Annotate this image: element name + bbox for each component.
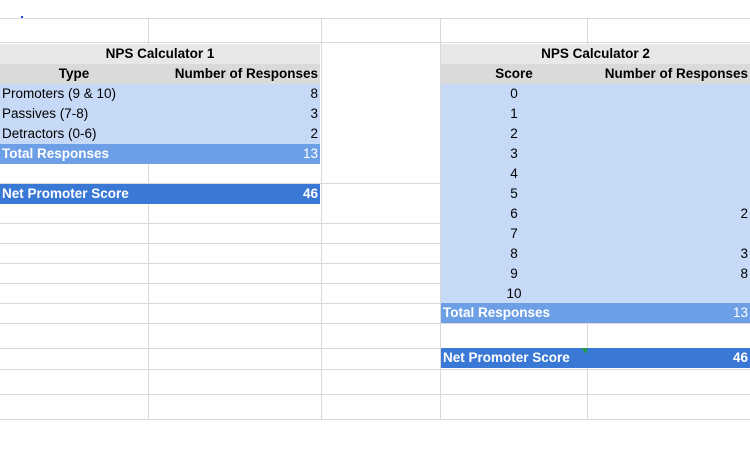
calc2-score-cell[interactable]: 10	[441, 284, 587, 304]
calc2-response-cell[interactable]	[587, 184, 750, 204]
calc1-total-label[interactable]: Total Responses	[0, 144, 148, 164]
grid-hline	[0, 303, 440, 304]
grid-hline	[0, 18, 750, 19]
grid-hline	[0, 223, 440, 224]
calc2-response-cell[interactable]	[587, 224, 750, 244]
grid-hline	[0, 323, 750, 324]
calc2-header-score[interactable]: Score	[441, 64, 587, 84]
calc1-header-responses[interactable]: Number of Responses	[148, 64, 320, 84]
calc1-title[interactable]: NPS Calculator 1	[0, 44, 320, 64]
calc1-nps-value[interactable]: 46	[148, 184, 320, 204]
calc2-response-cell[interactable]	[587, 124, 750, 144]
calc2-score-cell[interactable]: 1	[441, 104, 587, 124]
calc2-score-cell[interactable]: 0	[441, 84, 587, 104]
calc1-total-value[interactable]: 13	[148, 144, 320, 164]
calc1-row-label[interactable]: Passives (7-8)	[0, 104, 148, 124]
calc2-header-responses[interactable]: Number of Responses	[587, 64, 750, 84]
calc1-row-value[interactable]: 3	[148, 104, 320, 124]
grid-hline	[0, 183, 750, 184]
calc2-total-value[interactable]: 13	[587, 303, 750, 323]
grid-hline	[0, 394, 750, 395]
calc2-score-cell[interactable]: 6	[441, 204, 587, 224]
calc2-score-cell[interactable]: 4	[441, 164, 587, 184]
calc2-response-cell[interactable]: 8	[587, 264, 750, 284]
calc2-score-cell[interactable]: 5	[441, 184, 587, 204]
calc2-response-cell[interactable]	[587, 84, 750, 104]
selection-mark	[21, 16, 23, 18]
grid-hline	[0, 283, 440, 284]
grid-hline	[0, 243, 440, 244]
calc1-row-label[interactable]: Detractors (0-6)	[0, 124, 148, 144]
grid-hline	[0, 369, 750, 370]
grid-hline	[0, 263, 440, 264]
calc1-row-label[interactable]: Promoters (9 & 10)	[0, 84, 148, 104]
calc2-score-cell[interactable]: 8	[441, 244, 587, 264]
calc2-score-cell[interactable]: 3	[441, 144, 587, 164]
calc2-response-cell[interactable]	[587, 284, 750, 304]
grid-hline	[0, 348, 750, 349]
calc1-header-type[interactable]: Type	[0, 64, 148, 84]
calc2-score-cell[interactable]: 9	[441, 264, 587, 284]
calc2-nps-label[interactable]: Net Promoter Score	[441, 348, 587, 368]
calc2-nps-value[interactable]: 46	[587, 348, 750, 368]
calc2-response-cell[interactable]: 3	[587, 244, 750, 264]
calc2-response-cell[interactable]	[587, 144, 750, 164]
grid-vline	[440, 18, 441, 420]
calc1-row-value[interactable]: 2	[148, 124, 320, 144]
grid-vline	[148, 18, 149, 420]
grid-hline	[0, 42, 750, 43]
calc2-score-cell[interactable]: 7	[441, 224, 587, 244]
comment-indicator-icon	[581, 348, 587, 354]
grid-hline	[0, 419, 750, 420]
calc2-total-label[interactable]: Total Responses	[441, 303, 587, 323]
calc1-nps-label[interactable]: Net Promoter Score	[0, 184, 148, 204]
calc2-score-cell[interactable]: 2	[441, 124, 587, 144]
calc2-response-cell[interactable]: 2	[587, 204, 750, 224]
calc2-response-cell[interactable]	[587, 104, 750, 124]
calc1-row-value[interactable]: 8	[148, 84, 320, 104]
calc2-title[interactable]: NPS Calculator 2	[441, 44, 750, 64]
calc2-response-cell[interactable]	[587, 164, 750, 184]
grid-vline	[321, 18, 322, 420]
